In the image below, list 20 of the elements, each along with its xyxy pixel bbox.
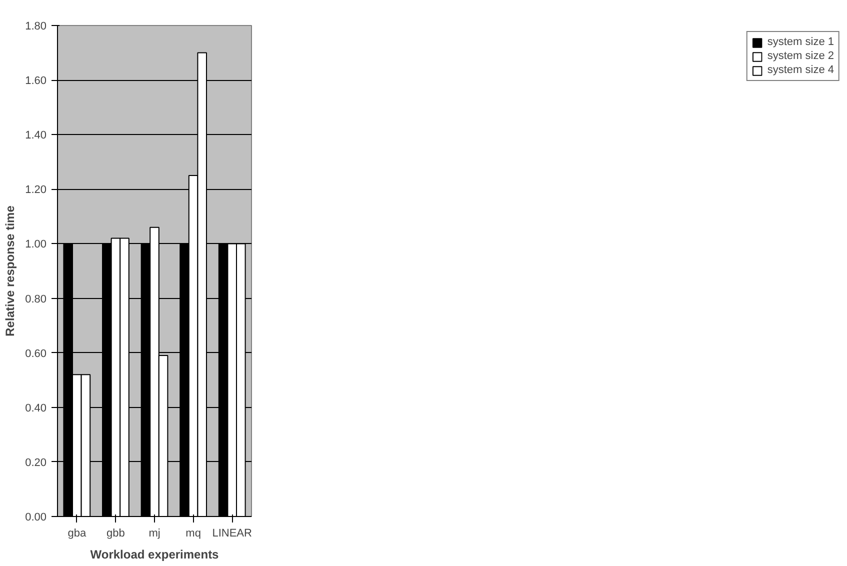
- y-tick-label: 0.20: [25, 456, 47, 469]
- x-axis-title: Workload experiments: [90, 548, 220, 562]
- y-tick-label: 1.00: [25, 238, 47, 251]
- x-tick-label: mq: [186, 528, 201, 540]
- y-tick-label: 1.80: [25, 20, 47, 32]
- x-tick-label: LINEAR: [212, 528, 252, 540]
- y-tick-label: 0.00: [25, 512, 47, 524]
- y-tick-label: 0.80: [25, 293, 47, 306]
- y-tick-label: 0.60: [25, 348, 47, 360]
- y-axis-title: Relative response time: [3, 205, 18, 336]
- legend-label: system size 2: [767, 50, 834, 62]
- x-tick-label: mj: [148, 528, 160, 540]
- legend-label: system size 1: [767, 36, 834, 48]
- x-tick-label: gbb: [106, 528, 125, 540]
- y-tick-label: 1.60: [25, 75, 47, 88]
- y-tick-label: 1.20: [25, 184, 47, 196]
- x-tick-label: gba: [68, 528, 87, 540]
- legend-label: system size 4: [767, 64, 834, 76]
- y-tick-label: 0.40: [25, 402, 47, 414]
- y-tick-label: 1.40: [25, 130, 47, 142]
